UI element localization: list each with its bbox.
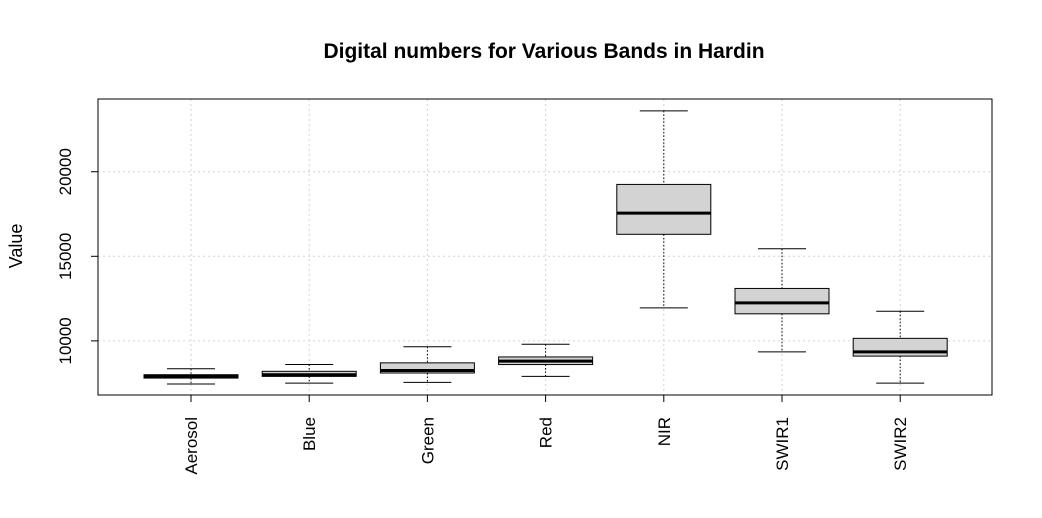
box-iqr [734,287,830,315]
box-green [379,346,475,383]
x-tick-label-swir1: SWIR1 [773,417,792,471]
box-layer [143,110,948,385]
x-tick-label-nir: NIR [655,417,674,446]
box-nir [616,110,712,309]
y-axis-label: Value [6,224,26,269]
y-tick-label: 10000 [56,317,75,364]
x-tick-label-aerosol: Aerosol [182,417,201,475]
box-swir1 [734,248,830,353]
x-tick-label-red: Red [537,417,556,448]
box-blue [261,364,357,384]
axis-layer: 10000 15000 20000 Aerosol Blue Green Red NIR SWI… [56,148,910,475]
x-tick-label-swir2: SWIR2 [891,417,910,471]
box-swir2 [852,310,948,384]
box-aerosol [143,368,239,385]
box-red [498,343,594,377]
x-tick-label-blue: Blue [300,417,319,451]
box-iqr [852,337,948,357]
y-tick-label: 20000 [56,148,75,195]
x-tick-label-green: Green [418,417,437,464]
box-iqr [616,183,712,235]
chart-title: Digital numbers for Various Bands in Har… [323,40,764,63]
box-iqr [379,362,475,374]
y-tick-label: 15000 [56,233,75,280]
